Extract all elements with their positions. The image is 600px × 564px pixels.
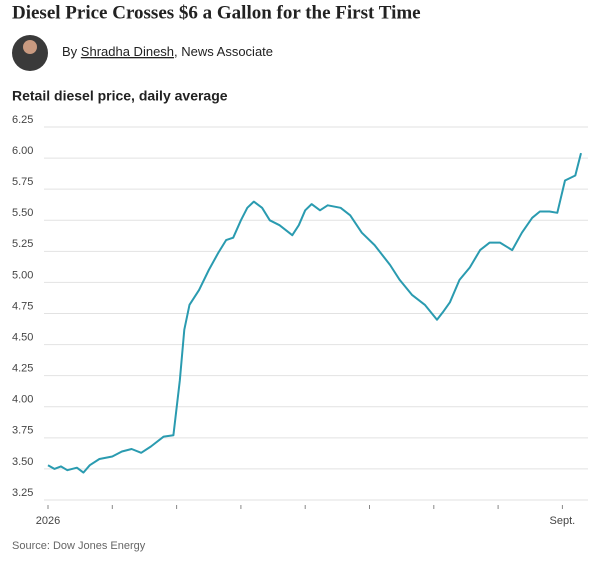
y-tick-label: 5.75 (12, 176, 33, 188)
y-tick-label: 3.75 (12, 425, 33, 437)
byline-role: , News Associate (174, 44, 273, 59)
byline-author[interactable]: Shradha Dinesh (81, 44, 174, 59)
x-tick-label: 2026 (36, 515, 60, 527)
byline-prefix: By (62, 44, 78, 59)
chart-title: Retail diesel price, daily average (12, 88, 228, 104)
y-tick-label: 6.25 (12, 114, 33, 126)
source-note: Source: Dow Jones Energy (12, 540, 146, 552)
y-tick-label: 4.75 (12, 300, 33, 312)
author-avatar-face (23, 40, 37, 54)
byline: By Shradha Dinesh, News Associate (62, 44, 273, 59)
price-line (47, 152, 582, 474)
y-tick-label: 4.00 (12, 394, 33, 406)
y-tick-label: 4.50 (12, 331, 33, 343)
y-tick-label: 6.00 (12, 145, 33, 157)
y-tick-label: 5.50 (12, 207, 33, 219)
y-tick-label: 3.50 (12, 456, 33, 468)
y-tick-label: 4.25 (12, 363, 33, 375)
y-tick-label: 3.25 (12, 487, 33, 499)
x-tick-label: Sept. (550, 515, 576, 527)
y-tick-label: 5.25 (12, 238, 33, 250)
y-tick-label: 5.00 (12, 269, 33, 281)
headline: Diesel Price Crosses $6 a Gallon for the… (12, 2, 421, 23)
